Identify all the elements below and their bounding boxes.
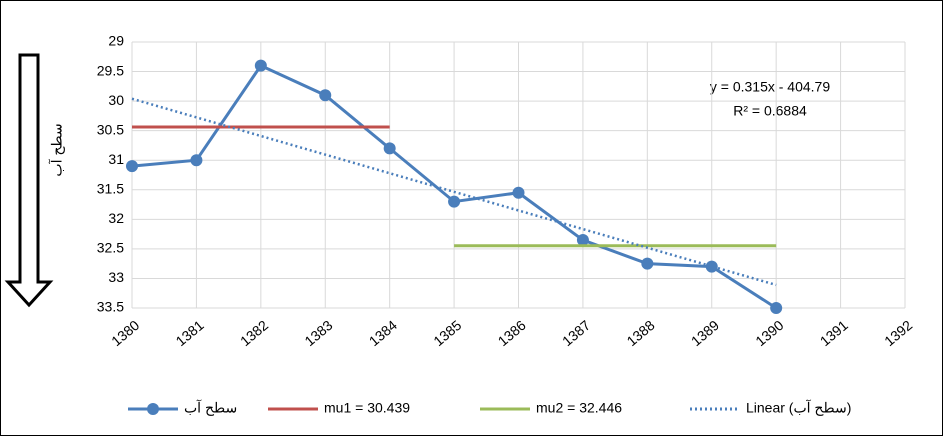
data-point	[126, 160, 138, 173]
legend-label: mu2 = 32.446	[536, 400, 622, 416]
down-arrow	[4, 53, 54, 308]
data-point	[705, 260, 718, 273]
data-point	[254, 59, 267, 72]
data-point	[641, 257, 654, 270]
data-point	[512, 186, 525, 199]
data-point	[770, 302, 783, 314]
y-tick-label: 33.5	[97, 299, 124, 315]
y-tick-label: 33	[108, 269, 124, 285]
y-tick-label: 31	[108, 151, 124, 167]
legend-marker	[147, 403, 159, 415]
legend-label: mu1 = 30.439	[324, 400, 410, 416]
y-tick-label: 30.5	[97, 121, 124, 137]
series-line	[131, 97, 777, 287]
y-axis-title: سطح آب	[48, 123, 66, 176]
data-point	[319, 89, 332, 102]
legend-label: سطح آب	[184, 399, 237, 417]
trend-r2: R² = 0.6884	[733, 103, 807, 119]
y-tick-label: 29	[108, 33, 124, 49]
legend-label: Linear (سطح آب)	[746, 399, 851, 417]
y-tick-label: 32.5	[97, 240, 124, 256]
trend-equation: y = 0.315x - 404.79	[710, 79, 830, 95]
y-tick-label: 29.5	[97, 62, 124, 78]
data-point	[383, 142, 396, 155]
data-point	[576, 234, 589, 247]
data-point	[448, 195, 461, 208]
y-tick-label: 32	[108, 210, 124, 226]
y-tick-label: 30	[108, 92, 124, 108]
data-point	[190, 154, 203, 167]
y-tick-label: 31.5	[97, 180, 124, 196]
